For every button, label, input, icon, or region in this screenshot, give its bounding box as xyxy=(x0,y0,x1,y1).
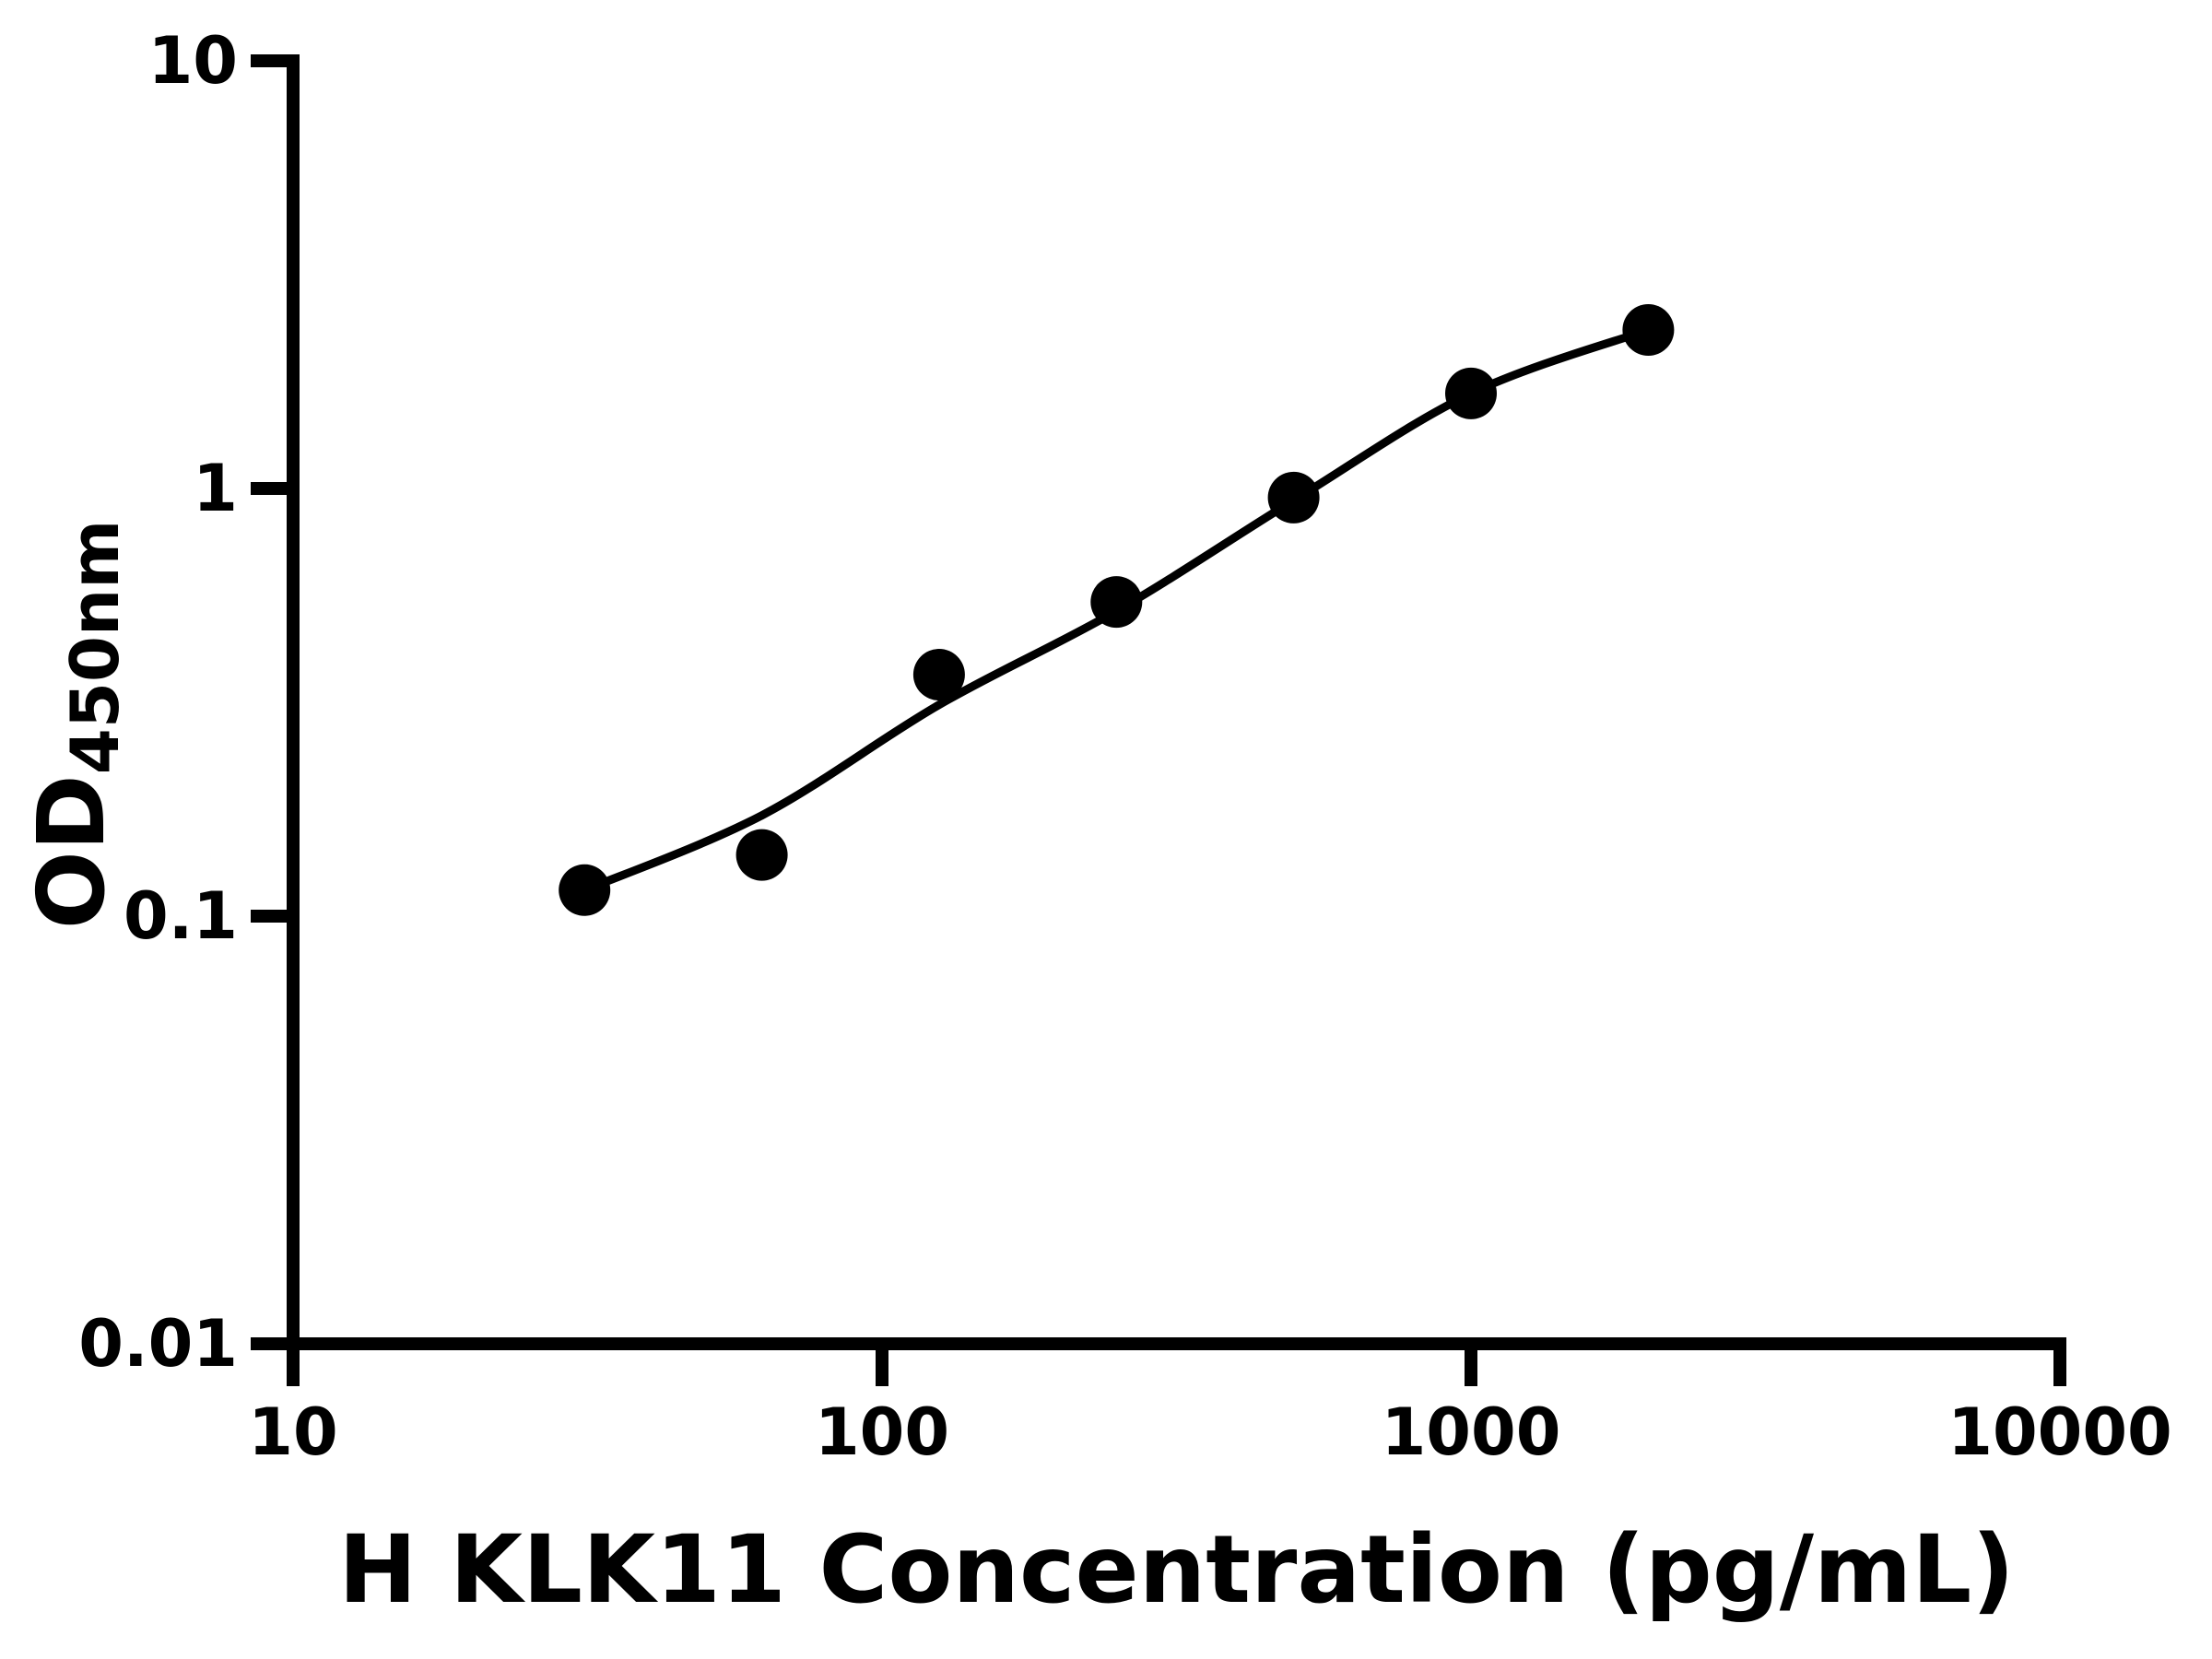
data-point xyxy=(735,829,788,881)
data-point xyxy=(1090,576,1143,629)
data-point xyxy=(1445,367,1497,419)
y-tick-label: 10 xyxy=(148,23,238,99)
x-tick-label: 1000 xyxy=(1382,1394,1561,1470)
y-tick-label: 0.01 xyxy=(78,1306,238,1382)
y-tick-label: 1 xyxy=(193,451,238,526)
y-axis-title-main: OD xyxy=(18,774,125,929)
data-point xyxy=(912,649,965,700)
data-point xyxy=(1267,471,1320,524)
x-tick-label: 100 xyxy=(815,1394,949,1470)
x-axis-title: H KLK11 Concentration (pg/mL) xyxy=(338,1515,2015,1625)
axis-spines xyxy=(287,54,2066,1350)
data-point xyxy=(559,864,611,916)
data-point xyxy=(1622,304,1675,356)
y-axis-title-subscript: 450nm xyxy=(56,520,134,775)
y-tick-label: 0.1 xyxy=(124,878,238,954)
x-tick-label: 10000 xyxy=(1947,1394,2172,1470)
x-tick-label: 10 xyxy=(248,1394,337,1470)
y-axis-title: OD450nm xyxy=(18,520,134,930)
